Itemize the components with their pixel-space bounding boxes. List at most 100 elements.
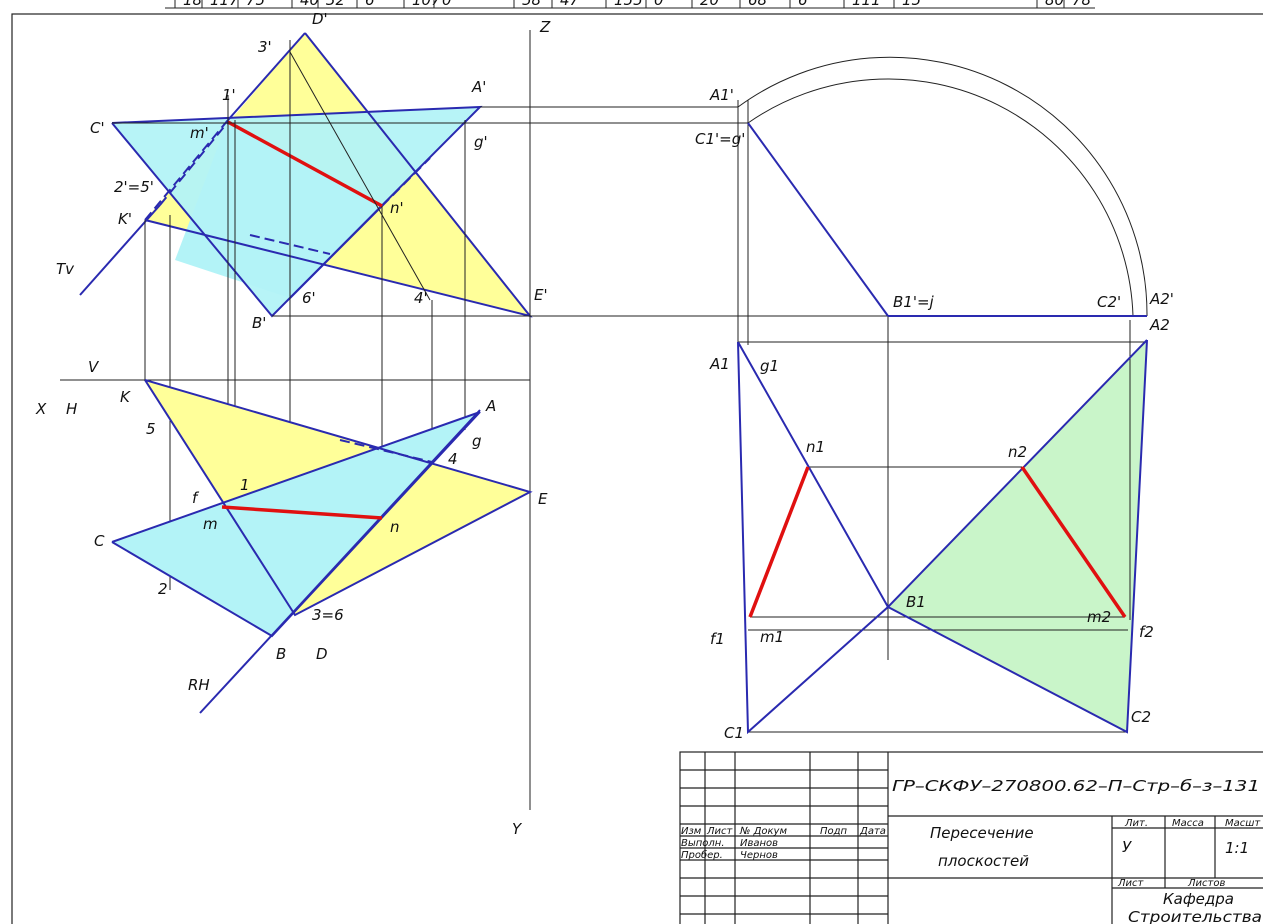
lit-header: Масса xyxy=(1172,818,1204,829)
point-label: C2' xyxy=(1097,293,1121,311)
intersection-line xyxy=(750,467,808,617)
title-line: плоскостей xyxy=(938,852,1029,870)
header-number: 68 xyxy=(748,0,767,9)
header-number: 47 xyxy=(560,0,580,9)
point-label: 1 xyxy=(240,476,250,494)
row-role: Пробер. xyxy=(681,849,723,861)
point-label: B' xyxy=(252,314,266,332)
row-role: Выполн. xyxy=(681,838,725,849)
point-label: g' xyxy=(474,133,488,151)
point-label: C2 xyxy=(1131,708,1151,726)
edge xyxy=(748,123,888,316)
edge xyxy=(738,342,888,732)
sheet-header: Листов xyxy=(1187,878,1225,889)
designation: ГР–СКФУ–270800.62–П–Стр–б–з–131 xyxy=(892,777,1260,795)
point-label: B xyxy=(276,645,286,663)
point-label: Tv xyxy=(56,260,75,278)
header-number: 32 xyxy=(326,0,345,9)
point-label: C1 xyxy=(724,724,744,742)
point-label: A2' xyxy=(1149,290,1174,308)
point-label: A2 xyxy=(1149,316,1170,334)
point-label: A xyxy=(485,397,496,415)
plane-green xyxy=(888,340,1147,732)
point-label: f1 xyxy=(710,630,725,648)
point-label: E' xyxy=(534,286,548,304)
rotation-construction xyxy=(738,57,1147,732)
point-label: 4 xyxy=(448,450,458,468)
horizontal-projection xyxy=(112,380,530,713)
body: ГР–СКФУ–270800.62–П–Стр–б–з–131 Пересече… xyxy=(0,0,1263,924)
header-number: 0 xyxy=(442,0,452,9)
point-label: D' xyxy=(312,10,328,28)
header-number: 0 xyxy=(654,0,664,9)
header-number: 6 xyxy=(798,0,808,9)
point-label: 2 xyxy=(158,580,168,598)
page: Пересечение плоскостей {"header":{"row":… xyxy=(0,0,1263,924)
point-label: A1 xyxy=(709,355,730,373)
point-label: n' xyxy=(390,199,404,217)
point-label: Z xyxy=(539,18,551,36)
point-label: K' xyxy=(118,210,132,228)
header-number: 155 xyxy=(614,0,643,9)
point-label: X xyxy=(35,400,47,418)
org-line: Строительства xyxy=(1128,908,1262,924)
point-label: n1 xyxy=(806,438,825,456)
point-label: C' xyxy=(90,119,105,137)
point-label: g1 xyxy=(760,357,779,375)
lit: У xyxy=(1122,838,1132,856)
header-number: 6 xyxy=(365,0,375,9)
title-block: ГР–СКФУ–270800.62–П–Стр–б–з–131 Пересече… xyxy=(680,752,1263,924)
arc xyxy=(738,57,1147,316)
point-label: 4' xyxy=(414,289,428,307)
header-number: 75 xyxy=(246,0,265,9)
arc xyxy=(748,79,1133,316)
point-label: B1 xyxy=(906,593,926,611)
header-number: 78 xyxy=(1072,0,1091,9)
header-number: 80 xyxy=(1045,0,1064,9)
sheet-header: Лист xyxy=(1117,878,1145,889)
row-name: Чернов xyxy=(740,850,778,861)
point-label: g xyxy=(472,432,482,450)
point-label: n xyxy=(390,518,400,536)
point-label: 1' xyxy=(222,86,236,104)
header-number: 58 xyxy=(522,0,541,9)
point-label: RH xyxy=(188,676,210,694)
row-name: Иванов xyxy=(740,838,778,849)
header-number: 111 xyxy=(852,0,881,9)
point-label: H xyxy=(66,400,77,418)
point-label: B1'=j xyxy=(893,293,935,311)
column-header: Подп xyxy=(820,826,848,837)
point-label: m1 xyxy=(760,628,784,646)
header-number: 18 xyxy=(183,0,202,9)
header-number: 20 xyxy=(700,0,719,9)
point-label: D xyxy=(316,645,328,663)
point-label: f2 xyxy=(1139,623,1154,641)
point-label: 3=6 xyxy=(312,606,344,624)
point-label: 2'=5' xyxy=(114,178,154,196)
frontal-projection xyxy=(80,33,530,316)
point-label: 6' xyxy=(302,289,316,307)
header-number: 15 xyxy=(902,0,921,9)
header-number: 107 xyxy=(412,0,441,9)
drawing: ГР–СКФУ–270800.62–П–Стр–б–з–131 Пересече… xyxy=(0,0,1263,924)
point-label: E xyxy=(538,490,548,508)
column-header: Дата xyxy=(859,826,886,837)
point-label: A1' xyxy=(709,86,734,104)
point-label: m2 xyxy=(1087,608,1111,626)
point-label: C xyxy=(94,532,105,550)
scale: 1:1 xyxy=(1225,839,1249,857)
column-header: № Докум xyxy=(739,826,787,837)
point-label: C1'=g' xyxy=(695,130,745,148)
point-label: K xyxy=(120,388,131,406)
lit-header: Масшт xyxy=(1225,818,1261,829)
title-line: Пересечение xyxy=(930,824,1034,842)
point-label: m xyxy=(203,515,218,533)
point-label: A' xyxy=(471,78,486,96)
point-label: f xyxy=(192,489,200,507)
point-label: Y xyxy=(512,820,523,838)
header-number: 117 xyxy=(210,0,239,9)
column-header: Лист xyxy=(706,826,734,837)
point-label: m' xyxy=(190,124,209,142)
point-label: 3' xyxy=(258,38,272,56)
point-label: V xyxy=(88,358,100,376)
